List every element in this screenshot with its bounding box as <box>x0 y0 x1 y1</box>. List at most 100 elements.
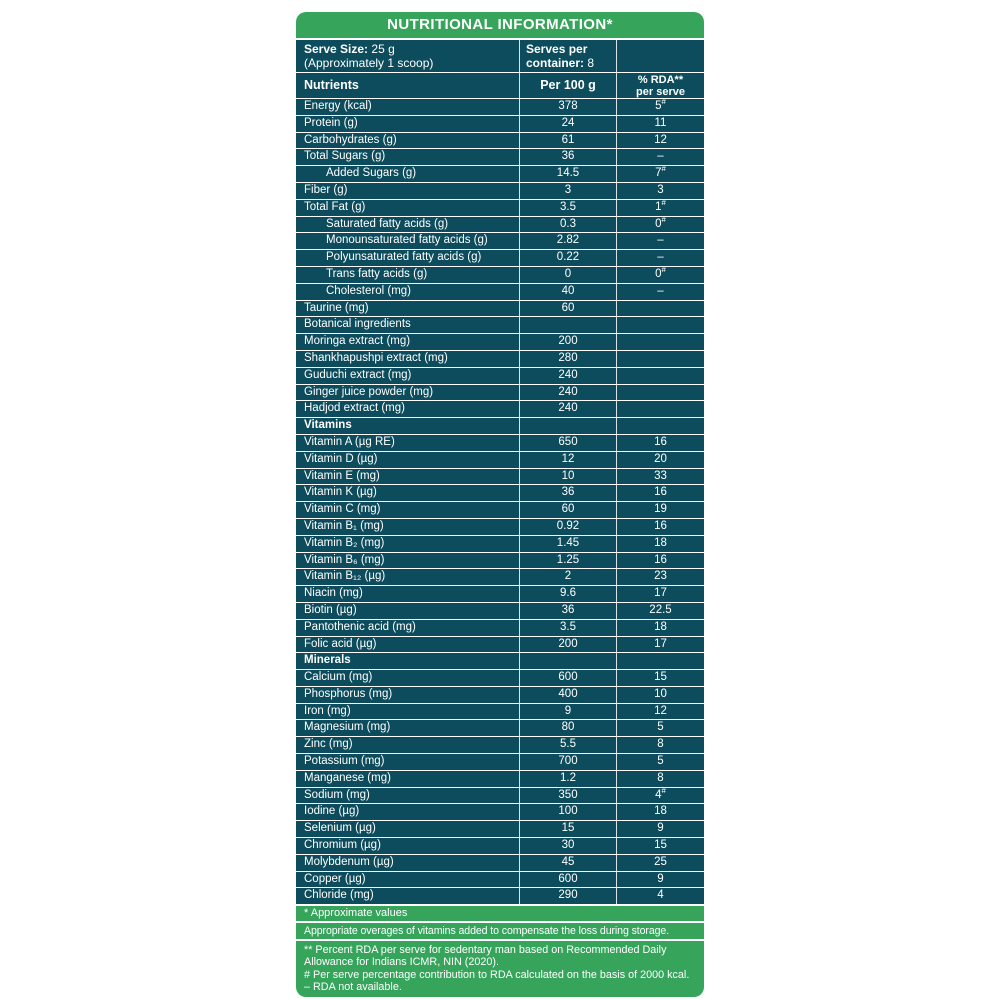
nutrient-name: Vitamin B₆ (mg) <box>304 553 385 566</box>
per-100g-value: 290 <box>519 888 617 905</box>
serves-per-container-label: Serves per container: <box>526 42 588 70</box>
table-row: Protein (g) 24 11 <box>296 115 704 132</box>
nutrient-rows: Energy (kcal) 378 5# Protein (g) 24 11 C… <box>296 97 704 905</box>
per-100g-value: 30 <box>519 838 617 854</box>
nutrient-name: Sodium (mg) <box>304 788 370 801</box>
rda-per-serve-value: 16 <box>654 435 667 448</box>
per-100g-value: 200 <box>519 636 617 653</box>
serve-size-cell: Serve Size: 25 g (Approximately 1 scoop) <box>296 40 519 72</box>
table-row: Manganese (mg) 1.2 8 <box>296 770 704 787</box>
per-100g-value: 650 <box>519 434 617 451</box>
column-header-rda: % RDA** per serve <box>617 73 704 98</box>
per-100g-value: 240 <box>519 384 617 401</box>
table-row: Energy (kcal) 378 5# <box>296 97 704 115</box>
per-100g-value: 36 <box>519 485 617 502</box>
per-100g-value <box>519 653 617 670</box>
table-row: Chloride (mg) 290 4 <box>296 888 704 905</box>
per-100g-value: 378 <box>519 99 617 115</box>
column-header-per-100g: Per 100 g <box>519 73 617 98</box>
nutrient-name: Carbohydrates (g) <box>304 133 397 146</box>
table-row: Minerals <box>296 653 704 670</box>
table-row: Chromium (µg) 30 15 <box>296 838 704 854</box>
table-row: Vitamin E (mg) 10 33 <box>296 468 704 485</box>
per-100g-value: 61 <box>519 132 617 149</box>
table-row: Monounsaturated fatty acids (g) 2.82 – <box>296 233 704 250</box>
nutrient-name: Pantothenic acid (mg) <box>304 620 416 633</box>
nutrient-name: Minerals <box>304 654 351 667</box>
nutrient-name: Energy (kcal) <box>304 100 372 112</box>
nutrient-name: Calcium (mg) <box>304 671 373 684</box>
per-100g-value: 600 <box>519 871 617 888</box>
rda-per-serve-value: 20 <box>654 452 667 465</box>
rda-per-serve-value: 16 <box>654 553 667 566</box>
table-row: Cholesterol (mg) 40 – <box>296 283 704 300</box>
per-100g-value: 100 <box>519 804 617 821</box>
per-100g-value: 3 <box>519 182 617 199</box>
rda-per-serve-value: 1# <box>655 197 666 213</box>
table-row: Pantothenic acid (mg) 3.5 18 <box>296 619 704 636</box>
per-100g-value: 45 <box>519 854 617 871</box>
nutrient-name: Iodine (µg) <box>304 805 360 818</box>
rda-per-serve-value: 25 <box>654 855 667 868</box>
per-100g-value: 400 <box>519 686 617 703</box>
per-100g-value: 3.5 <box>519 619 617 636</box>
nutrient-name: Vitamin B₂ (mg) <box>304 536 385 549</box>
rda-per-serve-value: 5 <box>657 755 664 768</box>
rda-per-serve-value: – <box>657 234 664 247</box>
per-100g-value: 9 <box>519 703 617 720</box>
table-row: Botanical ingredients <box>296 317 704 334</box>
table-row: Total Sugars (g) 36 – <box>296 149 704 166</box>
rda-per-serve-value <box>617 334 704 350</box>
rda-per-serve-value: 19 <box>654 503 667 516</box>
table-row: Fiber (g) 3 3 <box>296 182 704 199</box>
footnote-rda-line: ** Percent RDA per serve for sedentary m… <box>304 944 667 969</box>
table-row: Vitamin C (mg) 60 19 <box>296 502 704 518</box>
nutrient-name: Fiber (g) <box>304 183 348 196</box>
table-row: Folic acid (µg) 200 17 <box>296 636 704 653</box>
rda-per-serve-value: 5# <box>655 97 666 112</box>
per-100g-value: 700 <box>519 754 617 770</box>
nutrient-name: Saturated fatty acids (g) <box>326 217 449 230</box>
nutrient-name: Chromium (µg) <box>304 839 381 852</box>
per-100g-value <box>519 317 617 334</box>
rda-per-serve-value: 12 <box>654 133 667 146</box>
table-row: Iron (mg) 9 12 <box>296 703 704 720</box>
nutrient-name: Protein (g) <box>304 116 358 129</box>
nutrient-name: Polyunsaturated fatty acids (g) <box>326 251 482 264</box>
rda-per-serve-value: 10 <box>654 687 667 700</box>
per-100g-value: 350 <box>519 787 617 804</box>
nutrient-name: Zinc (mg) <box>304 738 353 751</box>
column-header-row: Nutrients Per 100 g % RDA** per serve <box>296 73 704 98</box>
serve-size-value: 25 g <box>371 42 395 56</box>
per-100g-value: 10 <box>519 468 617 485</box>
footnote-approximate-values: * Approximate values <box>296 906 704 922</box>
serves-per-container-value: 8 <box>587 56 595 70</box>
per-100g-value: 1.2 <box>519 770 617 787</box>
table-row: Sodium (mg) 350 4# <box>296 786 704 804</box>
rda-per-serve-value: 33 <box>654 469 667 482</box>
rda-per-serve-value: 15 <box>654 839 667 852</box>
per-100g-value: 0.3 <box>519 216 617 233</box>
rda-per-serve-value: 15 <box>654 671 667 684</box>
footnote-dash-line: – RDA not available. <box>304 980 402 993</box>
per-100g-value: 2 <box>519 569 617 586</box>
rda-per-serve-value: 18 <box>654 536 667 549</box>
per-100g-value: 12 <box>519 451 617 468</box>
table-row: Vitamin B₁₂ (µg) 2 23 <box>296 569 704 586</box>
table-row: Trans fatty acids (g) 0 0# <box>296 266 704 283</box>
table-row: Polyunsaturated fatty acids (g) 0.22 – <box>296 250 704 266</box>
nutrient-name: Selenium (µg) <box>304 822 376 835</box>
rda-per-serve-value: 17 <box>654 637 667 650</box>
nutrient-name: Monounsaturated fatty acids (g) <box>326 234 488 247</box>
rda-per-serve-value: 23 <box>654 570 667 583</box>
serve-size-note: (Approximately 1 scoop) <box>304 56 434 70</box>
nutrient-name: Added Sugars (g) <box>326 167 417 180</box>
nutrient-name: Trans fatty acids (g) <box>326 267 428 280</box>
per-100g-value: 1.45 <box>519 535 617 552</box>
column-header-rda-line2: per serve <box>636 86 685 98</box>
nutrient-name: Niacin (mg) <box>304 587 363 600</box>
table-row: Hadjod extract (mg) 240 <box>296 401 704 418</box>
table-row: Added Sugars (g) 14.5 7# <box>296 165 704 182</box>
rda-per-serve-value: 8 <box>657 771 664 784</box>
footnote-overages: Appropriate overages of vitamins added t… <box>296 923 704 940</box>
